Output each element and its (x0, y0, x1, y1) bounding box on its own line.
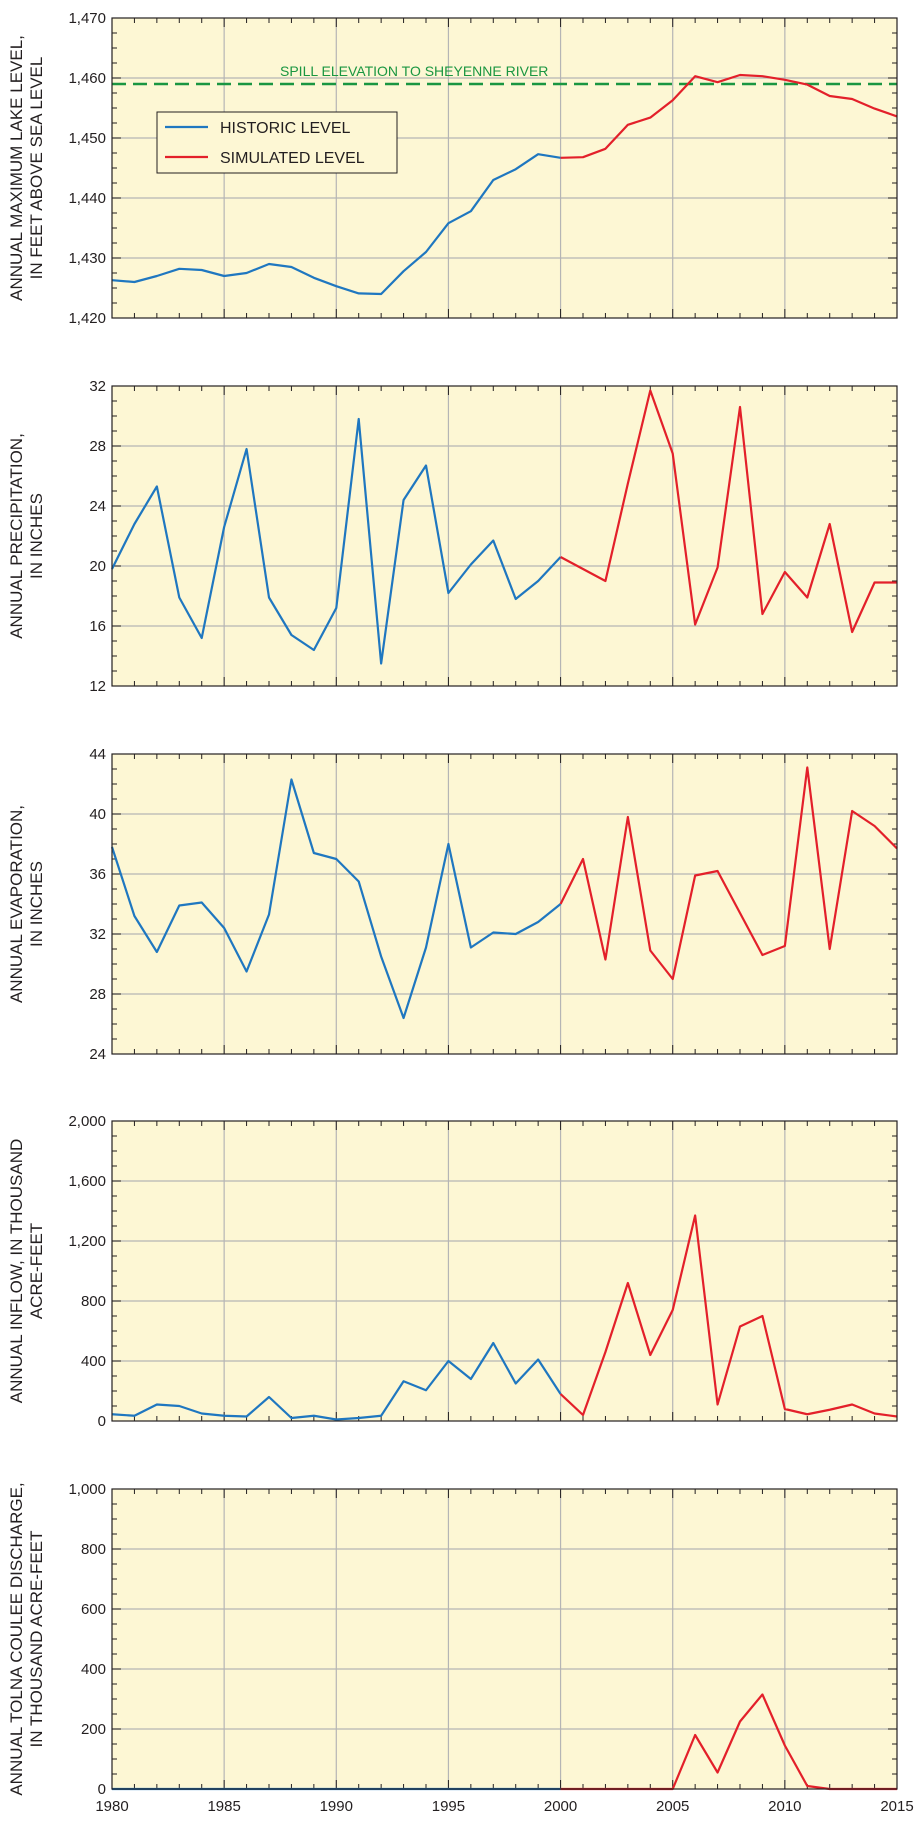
plot-area (112, 386, 897, 686)
simulated-series-line (559, 1214, 898, 1418)
x-tick-label: 1985 (207, 1798, 240, 1815)
y-axis-label-line: ANNUAL MAXIMUM LAKE LEVEL, (7, 35, 26, 301)
y-tick-label: 2,000 (68, 1113, 106, 1130)
chart-panels: 1,420 1,430 1,440 1,450 1,460 1,470 SPILL ELEV… (7, 10, 914, 1815)
simulated-series-line (559, 766, 898, 981)
x-tick-label: 1990 (320, 1798, 353, 1815)
plot-frame (111, 385, 898, 687)
y-tick-label: 1,430 (68, 250, 106, 267)
y-axis-label-line: IN THOUSAND ACRE-FEET (27, 1531, 46, 1748)
y-axis-label: ANNUAL EVAPORATION,IN INCHES (7, 805, 46, 1003)
y-tick-label: 1,600 (68, 1173, 106, 1190)
y-axis-label-line: IN FEET ABOVE SEA LEVEL (27, 57, 46, 280)
y-tick-label: 24 (89, 498, 106, 515)
y-tick-label: 1,420 (68, 310, 106, 327)
y-tick-label: 600 (81, 1601, 106, 1618)
plot-frame (111, 753, 898, 1055)
y-tick-label: 36 (89, 866, 106, 883)
y-tick-label: 1,460 (68, 70, 106, 87)
y-tick-label: 32 (89, 378, 106, 395)
historic-series-line (111, 153, 561, 296)
y-tick-label: 800 (81, 1293, 106, 1310)
plot-area (112, 754, 897, 1054)
x-tick-label: 2000 (544, 1798, 577, 1815)
y-axis-label-line: ANNUAL PRECIPITATION, (7, 433, 26, 639)
y-tick-label: 44 (89, 746, 106, 763)
y-tick-label: 0 (98, 1413, 106, 1430)
chart-panel-5: 0 200 400 600 800 1,000 ANNUAL TOLNA COULEE DI… (7, 1481, 914, 1815)
x-tick-label: 1980 (95, 1798, 128, 1815)
y-axis-label-line: IN INCHES (27, 493, 46, 579)
x-tick-label: 2005 (656, 1798, 689, 1815)
x-tick-label: 2010 (768, 1798, 801, 1815)
x-tick-label: 2015 (880, 1798, 913, 1815)
x-tick-label: 1995 (432, 1798, 465, 1815)
plot-area (112, 1489, 897, 1789)
y-tick-label: 12 (89, 678, 106, 695)
y-tick-label: 40 (89, 806, 106, 823)
y-tick-label: 1,000 (68, 1481, 106, 1498)
y-axis-label: ANNUAL TOLNA COULEE DISCHARGE,IN THOUSAN… (7, 1482, 46, 1795)
chart-panel-4: 0 400 800 1,200 1,600 2,000 ANNUAL INFLOW, IN … (7, 1113, 898, 1430)
y-tick-label: 1,200 (68, 1233, 106, 1250)
y-tick-label: 200 (81, 1721, 106, 1738)
y-tick-label: 400 (81, 1661, 106, 1678)
historic-series-line (111, 417, 562, 665)
y-tick-label: 400 (81, 1353, 106, 1370)
y-tick-label: 20 (89, 558, 106, 575)
simulated-series-line (560, 73, 898, 159)
plot-frame (111, 1488, 898, 1790)
y-tick-label: 16 (89, 618, 106, 635)
legend: HISTORIC LEVEL SIMULATED LEVEL (156, 111, 398, 174)
spill-elevation-label: SPILL ELEVATION TO SHEYENNE RIVER (280, 63, 548, 79)
y-axis-label-line: ACRE-FEET (27, 1223, 46, 1319)
y-axis-label-line: IN INCHES (27, 861, 46, 947)
y-tick-label: 0 (98, 1781, 106, 1798)
chart-panel-3: 24 28 32 36 40 44 ANNUAL EVAPORATION,IN INCHES (7, 746, 898, 1063)
y-tick-label: 800 (81, 1541, 106, 1558)
y-tick-label: 28 (89, 986, 106, 1003)
y-axis-label-line: ANNUAL TOLNA COULEE DISCHARGE, (7, 1482, 26, 1795)
y-axis-label-line: ANNUAL INFLOW, IN THOUSAND (7, 1139, 26, 1403)
y-tick-label: 24 (89, 1046, 106, 1063)
y-tick-label: 1,440 (68, 190, 106, 207)
y-axis-label: ANNUAL INFLOW, IN THOUSANDACRE-FEET (7, 1139, 46, 1403)
plot-area (112, 1121, 897, 1421)
historic-series-line (110, 778, 562, 1020)
legend-historic-label: HISTORIC LEVEL (220, 120, 351, 137)
y-tick-label: 32 (89, 926, 106, 943)
y-axis-label-line: ANNUAL EVAPORATION, (7, 805, 26, 1003)
y-tick-label: 28 (89, 438, 106, 455)
plot-frame (111, 1120, 898, 1422)
y-axis-label: ANNUAL PRECIPITATION,IN INCHES (7, 433, 46, 639)
y-tick-label: 1,470 (68, 10, 106, 27)
simulated-series-line (560, 389, 897, 634)
chart-panel-2: 12 16 20 24 28 32 ANNUAL PRECIPITATION,IN INCH… (7, 378, 898, 695)
legend-box (156, 111, 398, 174)
y-axis-label: ANNUAL MAXIMUM LAKE LEVEL,IN FEET ABOVE … (7, 35, 46, 301)
plot-frame (111, 17, 898, 319)
chart-panel-1: 1,420 1,430 1,440 1,450 1,460 1,470 SPILL ELEV… (7, 10, 898, 327)
legend-simulated-label: SIMULATED LEVEL (220, 150, 365, 167)
y-tick-label: 1,450 (68, 130, 106, 147)
historic-series-line (111, 1341, 562, 1421)
